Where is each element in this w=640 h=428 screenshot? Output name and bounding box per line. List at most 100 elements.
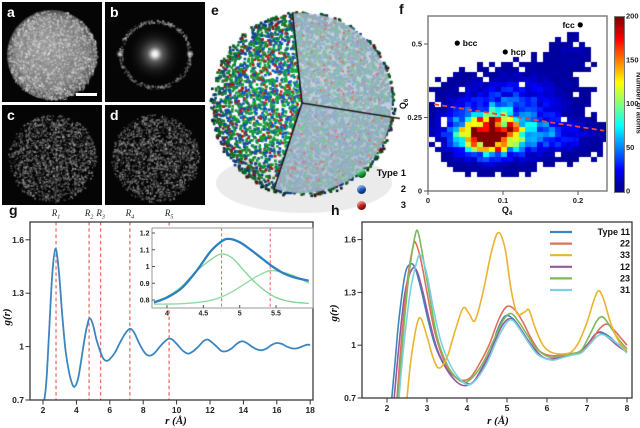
crystal-reference-point — [577, 22, 583, 28]
scale-bar — [76, 93, 97, 96]
h-legend-label: 12 — [620, 262, 630, 272]
legend-item: Type 1 — [357, 165, 406, 181]
g-inset-x-tick: 4.5 — [198, 311, 208, 318]
partial-gr-curve — [393, 266, 628, 398]
atom-type-dot — [357, 200, 366, 210]
diffraction-b-canvas — [105, 2, 205, 102]
h-x-axis-label: r (Å) — [487, 415, 509, 427]
partial-gr-curve — [406, 231, 628, 398]
colorbar-tick: 50 — [626, 143, 634, 152]
h-y-tick: 1.6 — [344, 235, 356, 245]
g-inset-y-tick: 1.2 — [140, 231, 150, 238]
g-inset-x-tick: 4 — [165, 311, 169, 318]
g-inset-y-tick: 0.8 — [140, 298, 150, 305]
h-x-tick: 8 — [625, 403, 630, 413]
legend-item: 2 — [357, 181, 406, 197]
panel-f-label: f — [399, 1, 404, 17]
panel-h-label: h — [331, 202, 340, 218]
partial-gr-curve — [397, 229, 628, 398]
g-y-tick: 1.6 — [12, 235, 24, 245]
panel-b-label: b — [110, 4, 119, 20]
h-x-tick: 6 — [545, 403, 550, 413]
f-y-tick: 0.25 — [407, 113, 422, 122]
legend-label: Type 1 — [376, 167, 406, 179]
crystal-reference-label: fcc — [562, 20, 575, 30]
h-plot-frame — [361, 221, 633, 399]
g-inset-x-tick: 5.5 — [271, 311, 281, 318]
g-x-tick: 4 — [74, 405, 79, 415]
panel-b-diffraction: b — [105, 2, 205, 102]
colorbar-tick: 100 — [626, 99, 639, 108]
f-y-axis-label: Q6 — [398, 98, 410, 109]
partial-gr-curve — [398, 253, 628, 398]
panel-g-gr-plot: R1 R2 R3 R4 R52 4 6 8 10 12 14 16 180.711.31.6r (Å)g… — [1, 208, 315, 427]
g-y-tick: 0.7 — [12, 395, 24, 405]
f-plot-frame — [427, 15, 608, 192]
h-x-tick: 5 — [505, 403, 510, 413]
panel-d-label: d — [110, 107, 119, 123]
atomic-sphere-model-canvas — [204, 0, 400, 222]
panel-a-label: a — [7, 4, 15, 20]
g-x-tick: 16 — [272, 405, 282, 415]
h-legend-label: 22 — [620, 239, 630, 249]
g-inset-y-tick: 1 — [146, 264, 150, 271]
g-x-tick: 6 — [107, 405, 112, 415]
legend-label: 3 — [400, 199, 406, 211]
legend-label: 2 — [400, 183, 406, 195]
g-peak-marker-label: R4 — [125, 208, 135, 221]
micrograph-a-canvas — [2, 2, 102, 102]
h-y-tick: 1.3 — [344, 287, 356, 297]
g-of-r-curve — [43, 247, 311, 400]
g-y-tick: 1 — [19, 342, 24, 352]
f-x-tick: 0.1 — [498, 196, 508, 205]
h-x-tick: 7 — [585, 403, 590, 413]
q4-q6-heatmap-canvas — [429, 17, 606, 190]
g-x-tick: 18 — [305, 405, 315, 415]
h-y-axis-label: g(r) — [328, 304, 340, 322]
crystal-reference-label: hcp — [511, 47, 526, 57]
colorbar-tick: 200 — [626, 12, 639, 21]
colorbar-tick: 150 — [626, 55, 639, 64]
g-peak-marker-label: R1 — [51, 208, 61, 221]
g-y-tick: 1.3 — [12, 288, 24, 298]
h-legend-label: 23 — [620, 273, 630, 283]
f-y-tick: 0 — [418, 187, 422, 196]
h-legend-label: 31 — [620, 285, 630, 295]
f-x-tick: 0 — [426, 196, 430, 205]
atom-type-dot — [357, 184, 366, 194]
atom-type-dot — [357, 168, 366, 178]
g-x-tick: 10 — [172, 405, 182, 415]
g-x-axis-label: r (Å) — [165, 415, 187, 427]
micrograph-c-canvas — [2, 105, 102, 205]
panel-e-label: e — [211, 2, 219, 18]
panel-a-micrograph: a — [2, 2, 102, 102]
panel-c-label: c — [7, 107, 15, 123]
panel-g-label: g — [9, 202, 18, 218]
g-plot-frame — [29, 221, 314, 401]
atom-type-legend: Type 1 2 3 — [357, 165, 406, 213]
h-x-tick: 3 — [425, 403, 430, 413]
g-inset-y-tick: 0.9 — [140, 281, 150, 288]
g-peak-marker-label: R3 — [95, 208, 105, 221]
colorbar-canvas — [614, 16, 625, 193]
f-x-tick: 0.2 — [573, 196, 583, 205]
g-x-tick: 12 — [205, 405, 215, 415]
g-inset-frame — [151, 227, 314, 309]
colorbar-tick: 0 — [626, 187, 630, 196]
h-x-tick: 2 — [385, 403, 390, 413]
legend-item: 3 — [357, 197, 406, 213]
g-x-tick: 8 — [141, 405, 146, 415]
g-x-tick: 14 — [239, 405, 249, 415]
panel-d-micrograph: d — [105, 105, 205, 205]
crystal-reference-point — [502, 49, 508, 55]
crystal-reference-point — [454, 40, 460, 46]
g-inset-curve — [153, 253, 309, 305]
f-x-axis-label: Q4 — [502, 205, 513, 217]
g-y-axis-label: g(r) — [1, 308, 13, 326]
g-inset-curve — [153, 237, 310, 304]
panel-f-axes: 0 0.1 0.2 0 0.25 0.5 Q4 Q6 bcc hcp fcc 0 50 100 150 200… — [398, 12, 640, 218]
g-inset-y-tick: 1.1 — [140, 247, 150, 254]
panel-h-partial-gr-plot: 2 3 4 5 6 7 80.711.31.6r (Å)g(r)Type 112233122… — [328, 221, 633, 427]
g-peak-marker-label: R5 — [164, 208, 174, 221]
